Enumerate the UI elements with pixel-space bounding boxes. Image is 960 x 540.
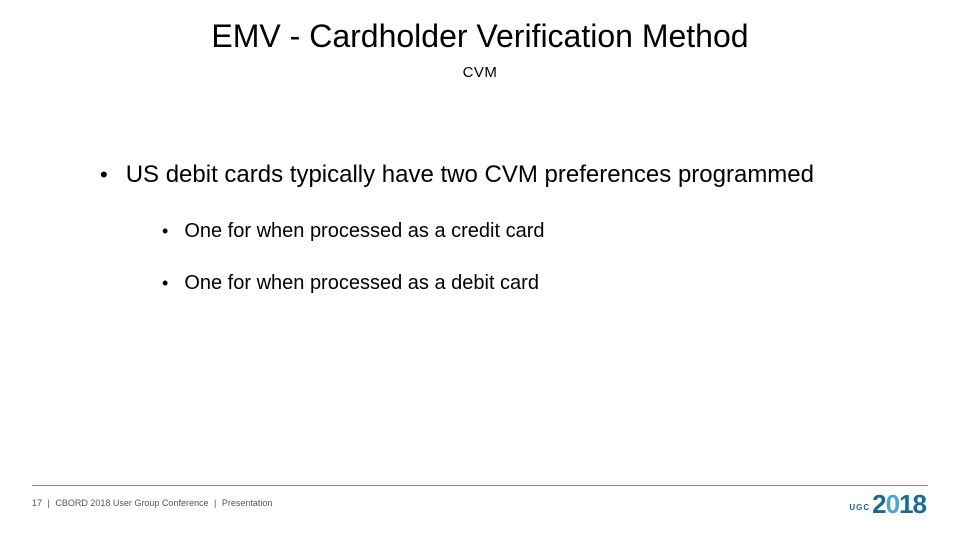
logo-year-0: 0 xyxy=(886,489,899,520)
slide-title: EMV - Cardholder Verification Method xyxy=(0,18,960,55)
footer-presentation: Presentation xyxy=(222,498,273,508)
bullet-text: One for when processed as a debit card xyxy=(184,270,539,296)
content-area: • US debit cards typically have two CVM … xyxy=(100,160,860,322)
logo-year-2: 2 xyxy=(872,489,885,519)
logo-ugc-text: UGC xyxy=(849,498,870,512)
separator-icon: | xyxy=(48,498,50,508)
bullet-dot-icon: • xyxy=(162,218,168,244)
bullet-text: US debit cards typically have two CVM pr… xyxy=(126,160,814,190)
bullet-level1: • US debit cards typically have two CVM … xyxy=(100,160,860,190)
slide-subtitle: CVM xyxy=(0,64,960,81)
conference-logo: UGC 2018 xyxy=(849,489,926,520)
separator-icon: | xyxy=(214,498,216,508)
bullet-dot-icon: • xyxy=(100,160,108,190)
slide: EMV - Cardholder Verification Method CVM… xyxy=(0,0,960,540)
bullet-level2: • One for when processed as a credit car… xyxy=(162,218,860,244)
bullet-level2: • One for when processed as a debit card xyxy=(162,270,860,296)
footer-divider xyxy=(32,485,928,486)
logo-year: 2018 xyxy=(872,489,926,520)
bullet-text: One for when processed as a credit card xyxy=(184,218,544,244)
logo-year-18: 18 xyxy=(899,489,926,519)
footer-conference: CBORD 2018 User Group Conference xyxy=(55,498,208,508)
footer: 17 | CBORD 2018 User Group Conference | … xyxy=(32,498,272,508)
bullet-dot-icon: • xyxy=(162,270,168,296)
page-number: 17 xyxy=(32,498,42,508)
